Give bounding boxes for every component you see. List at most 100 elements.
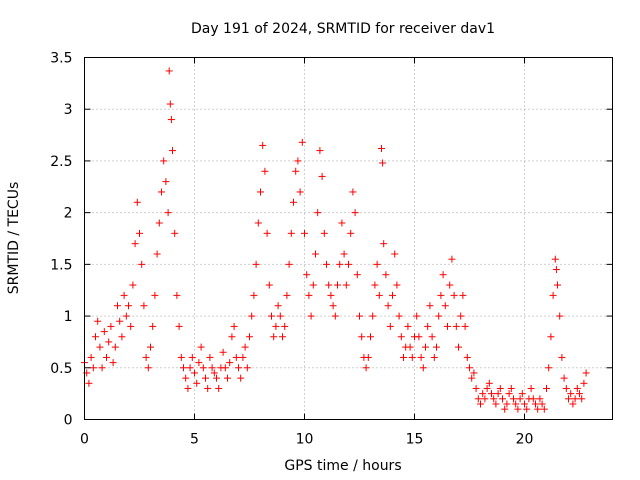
data-point: [177, 353, 185, 361]
data-point: [552, 266, 560, 274]
data-point: [567, 390, 575, 398]
data-point: [505, 390, 513, 398]
data-point: [287, 229, 295, 237]
data-point: [400, 353, 407, 361]
data-point: [274, 302, 282, 310]
data-point: [107, 322, 115, 330]
data-point: [457, 312, 465, 320]
data-point: [470, 369, 478, 377]
x-tick-label: 0: [80, 432, 89, 448]
chart-title: Day 191 of 2024, SRMTID for receiver dav…: [191, 21, 495, 37]
data-point: [345, 260, 352, 268]
data-point: [195, 359, 203, 367]
data-point: [307, 312, 315, 320]
data-point: [353, 271, 361, 279]
data-point: [364, 353, 372, 361]
data-point: [461, 322, 469, 330]
data-point: [144, 364, 152, 372]
data-point: [208, 364, 216, 372]
data-point: [554, 281, 561, 289]
data-point: [338, 219, 346, 227]
y-tick-label: 3.5: [50, 51, 72, 67]
data-point: [516, 395, 524, 403]
data-point: [142, 353, 150, 361]
x-axis-label: GPS time / hours: [284, 458, 401, 474]
data-point: [173, 291, 181, 299]
data-point: [327, 291, 335, 299]
data-point: [155, 219, 163, 227]
data-point: [191, 369, 198, 377]
data-point: [580, 379, 588, 387]
data-point: [448, 255, 456, 263]
y-axis-ticks: 0 0.5 1 1.5 2 2.5 3 3.5: [50, 51, 613, 429]
data-point: [459, 291, 467, 299]
data-point: [329, 302, 337, 310]
data-point: [193, 379, 201, 387]
data-point: [576, 390, 583, 398]
data-point: [100, 328, 108, 336]
x-tick-label: 20: [516, 432, 534, 448]
data-point: [131, 240, 139, 248]
data-point: [562, 384, 570, 392]
data-point: [202, 374, 209, 382]
data-point: [349, 188, 357, 196]
data-point: [116, 317, 124, 325]
data-point: [254, 219, 262, 227]
data-point: [340, 250, 348, 258]
data-point: [351, 209, 359, 217]
data-point: [98, 364, 106, 372]
data-point: [149, 322, 157, 330]
y-tick-label: 0.5: [50, 361, 72, 377]
data-point: [415, 333, 423, 341]
data-point: [301, 229, 308, 237]
data-point: [556, 312, 564, 320]
data-point: [395, 312, 403, 320]
data-point: [92, 333, 99, 341]
data-point: [180, 364, 187, 372]
data-point: [221, 364, 229, 372]
data-point: [219, 348, 227, 356]
y-tick-label: 1: [64, 309, 73, 325]
data-point: [298, 138, 306, 146]
data-point: [463, 353, 471, 361]
data-point: [373, 260, 381, 268]
data-point: [281, 322, 289, 330]
data-point: [276, 312, 284, 320]
data-point: [210, 369, 218, 377]
data-point: [578, 395, 586, 403]
grid-lines: [84, 57, 613, 420]
data-point: [481, 395, 489, 403]
data-point: [565, 395, 572, 403]
data-point: [512, 400, 520, 408]
data-point: [186, 364, 194, 372]
data-point: [375, 291, 383, 299]
data-point: [197, 343, 205, 351]
data-point: [232, 353, 240, 361]
data-point: [246, 333, 253, 341]
data-point: [384, 302, 392, 310]
data-point: [151, 291, 159, 299]
data-point: [386, 322, 394, 330]
data-point: [279, 333, 286, 341]
data-point: [424, 322, 432, 330]
data-point: [551, 255, 559, 263]
data-point: [226, 359, 234, 367]
data-point: [175, 322, 183, 330]
data-point: [312, 250, 319, 258]
data-point: [263, 229, 271, 237]
y-axis-label: SRMTID / TECUs: [6, 182, 22, 295]
data-point: [397, 333, 405, 341]
data-point: [379, 159, 387, 167]
data-point: [285, 260, 293, 268]
data-point: [89, 364, 97, 372]
data-point: [165, 67, 173, 75]
data-point: [358, 333, 366, 341]
data-point: [136, 229, 143, 237]
data-point: [452, 322, 460, 330]
data-point: [538, 400, 546, 408]
data-point: [446, 281, 454, 289]
data-point: [571, 395, 579, 403]
data-point: [188, 353, 196, 361]
data-point: [109, 359, 117, 367]
data-point: [492, 400, 500, 408]
